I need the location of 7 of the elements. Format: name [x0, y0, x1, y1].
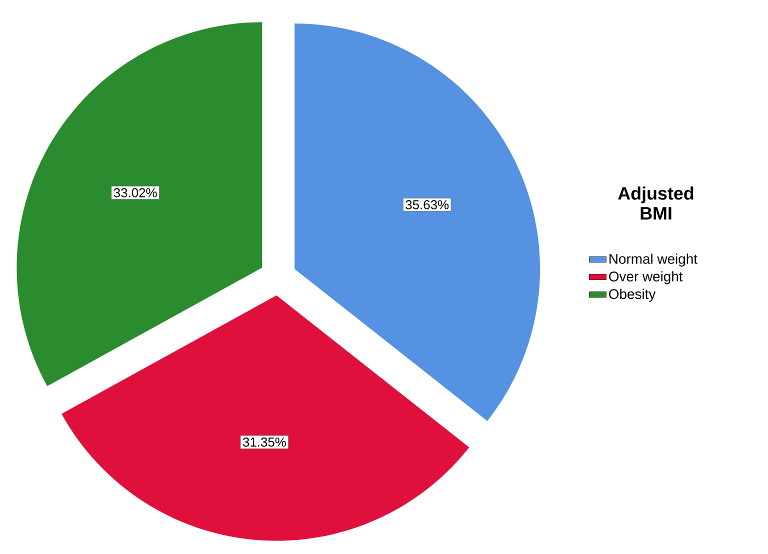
- legend-label: Obesity: [609, 288, 656, 302]
- data-label: 31.35%: [242, 438, 286, 447]
- legend-label: Normal weight: [610, 254, 698, 267]
- data-label: 35.63%: [406, 200, 449, 210]
- data-label: 33.02%: [114, 188, 157, 198]
- legend-title: Adjusted BMI: [618, 186, 694, 220]
- legend-label: Over weight: [609, 271, 683, 284]
